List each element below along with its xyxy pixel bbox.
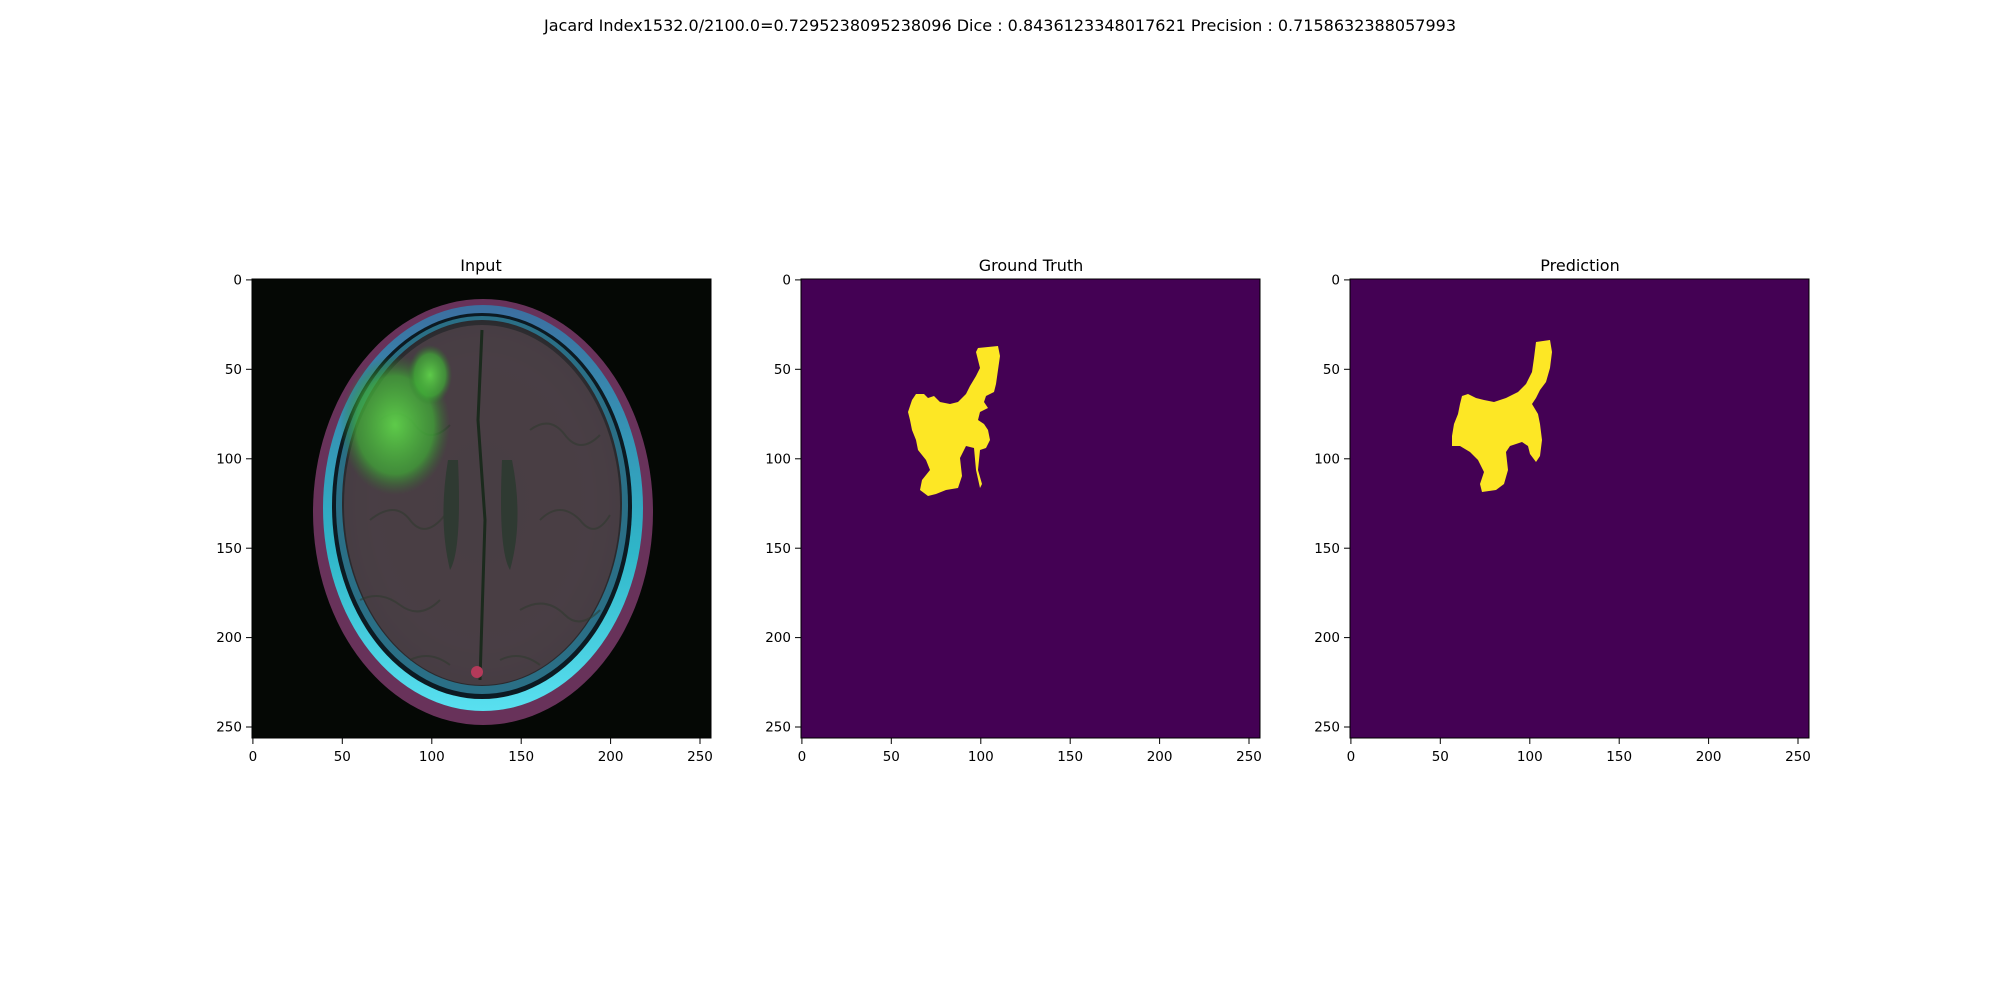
y-tick-label: 150 [765, 541, 791, 557]
y-tick-label: 0 [233, 273, 242, 289]
y-ticks-prediction: 0 50 100 150 200 250 [1314, 273, 1350, 736]
x-ticks-input: 0 50 100 150 200 250 [249, 738, 713, 765]
panel-title-prediction: Prediction [1540, 256, 1619, 275]
panel-ground-truth: Ground Truth 0 50 100 150 200 250 0 50 [765, 256, 1262, 765]
y-tick-label: 250 [216, 720, 242, 736]
mask-background [1350, 279, 1809, 738]
x-ticks-ground-truth: 0 50 100 150 200 250 [798, 738, 1262, 765]
y-tick-label: 50 [225, 362, 242, 378]
y-tick-label: 0 [782, 273, 791, 289]
y-tick-label: 200 [1314, 630, 1340, 646]
y-tick-label: 50 [1323, 362, 1340, 378]
y-tick-label: 150 [216, 541, 242, 557]
prediction-mask [1452, 340, 1552, 492]
mask-background [801, 279, 1260, 738]
y-tick-label: 100 [1314, 451, 1340, 467]
panel-input: Input [216, 256, 713, 765]
y-tick-label: 200 [765, 630, 791, 646]
mri-image [252, 279, 711, 738]
y-ticks-ground-truth: 0 50 100 150 200 250 [765, 273, 801, 736]
y-tick-label: 0 [1331, 273, 1340, 289]
x-tick-label: 100 [1517, 749, 1543, 765]
y-tick-label: 100 [765, 451, 791, 467]
ground-truth-mask [908, 346, 1000, 496]
x-tick-label: 200 [1696, 749, 1722, 765]
x-tick-label: 100 [419, 749, 445, 765]
x-tick-label: 50 [883, 749, 900, 765]
y-tick-label: 250 [765, 720, 791, 736]
x-tick-label: 150 [508, 749, 534, 765]
x-tick-label: 0 [798, 749, 807, 765]
x-tick-label: 100 [968, 749, 994, 765]
y-tick-label: 50 [774, 362, 791, 378]
x-tick-label: 200 [1147, 749, 1173, 765]
panel-title-input: Input [460, 256, 501, 275]
axes-frame-prediction [1349, 278, 1810, 739]
panel-title-ground-truth: Ground Truth [979, 256, 1084, 275]
x-tick-label: 50 [1432, 749, 1449, 765]
x-tick-label: 0 [249, 749, 258, 765]
y-tick-label: 200 [216, 630, 242, 646]
y-ticks-input: 0 50 100 150 200 250 [216, 273, 252, 736]
y-tick-label: 150 [1314, 541, 1340, 557]
axes-frame-input [251, 278, 712, 739]
x-tick-label: 200 [598, 749, 624, 765]
x-tick-label: 150 [1606, 749, 1632, 765]
axes-frame-ground-truth [800, 278, 1261, 739]
x-tick-label: 250 [1236, 749, 1262, 765]
y-tick-label: 100 [216, 451, 242, 467]
x-ticks-prediction: 0 50 100 150 200 250 [1347, 738, 1811, 765]
figure-suptitle: Jacard Index1532.0/2100.0=0.729523809523… [544, 16, 1456, 35]
x-tick-label: 150 [1057, 749, 1083, 765]
x-tick-label: 250 [1785, 749, 1811, 765]
x-tick-label: 0 [1347, 749, 1356, 765]
panel-prediction: Prediction 0 50 100 150 200 250 0 50 [1314, 256, 1811, 765]
x-tick-label: 250 [687, 749, 713, 765]
y-tick-label: 250 [1314, 720, 1340, 736]
x-tick-label: 50 [334, 749, 351, 765]
